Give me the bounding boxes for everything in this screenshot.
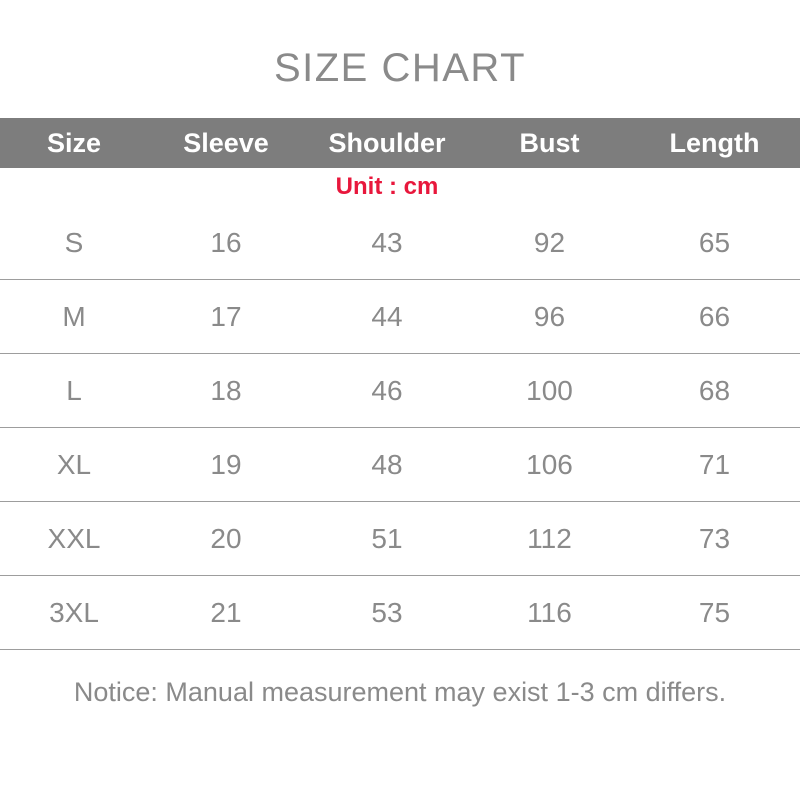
cell-size: XXL xyxy=(47,522,101,554)
table-row-m: M 17 44 96 66 xyxy=(0,280,800,354)
cell-size: L xyxy=(66,374,82,406)
column-header-length: Length xyxy=(669,127,760,158)
table-header-row: Size Sleeve Shoulder Bust Length xyxy=(0,118,800,168)
cell-bust: 100 xyxy=(526,374,573,406)
cell-shoulder: 46 xyxy=(371,374,403,406)
unit-row: Unit : cm xyxy=(0,168,800,206)
cell-shoulder: 43 xyxy=(371,226,403,258)
unit-label: Unit : cm xyxy=(335,173,439,200)
cell-shoulder: 51 xyxy=(371,522,403,554)
cell-size: XL xyxy=(56,448,92,480)
table-row-xl: XL 19 48 106 71 xyxy=(0,428,800,502)
cell-length: 73 xyxy=(698,522,731,554)
page-title: SIZE CHART xyxy=(273,46,527,90)
table-row-l: L 18 46 100 68 xyxy=(0,354,800,428)
cell-sleeve: 20 xyxy=(210,522,242,554)
cell-length: 71 xyxy=(698,448,731,480)
column-header-shoulder: Shoulder xyxy=(328,127,446,158)
cell-bust: 112 xyxy=(527,522,572,554)
column-header-sleeve: Sleeve xyxy=(183,127,269,158)
cell-bust: 92 xyxy=(533,226,566,258)
cell-length: 68 xyxy=(698,374,731,406)
cell-bust: 96 xyxy=(533,300,566,332)
cell-shoulder: 48 xyxy=(371,448,403,480)
cell-bust: 106 xyxy=(526,448,573,480)
cell-size: S xyxy=(64,226,84,258)
cell-length: 66 xyxy=(698,300,731,332)
column-header-bust: Bust xyxy=(519,127,580,158)
cell-sleeve: 21 xyxy=(210,596,242,628)
cell-sleeve: 17 xyxy=(210,300,242,332)
table-row-xxl: XXL 20 51 112 73 xyxy=(0,502,800,576)
notice-text: Notice: Manual measurement may exist 1-3… xyxy=(73,677,727,707)
cell-shoulder: 44 xyxy=(371,300,403,332)
cell-length: 75 xyxy=(698,596,731,628)
cell-sleeve: 19 xyxy=(210,448,242,480)
cell-bust: 116 xyxy=(527,596,572,628)
column-header-size: Size xyxy=(46,127,102,158)
cell-size: M xyxy=(62,300,86,332)
cell-size: 3XL xyxy=(49,596,99,628)
cell-shoulder: 53 xyxy=(371,596,403,628)
cell-length: 65 xyxy=(698,226,731,258)
cell-sleeve: 18 xyxy=(210,374,242,406)
table-row-3xl: 3XL 21 53 116 75 xyxy=(0,576,800,650)
table-row-s: S 16 43 92 65 xyxy=(0,206,800,280)
cell-sleeve: 16 xyxy=(210,226,242,258)
